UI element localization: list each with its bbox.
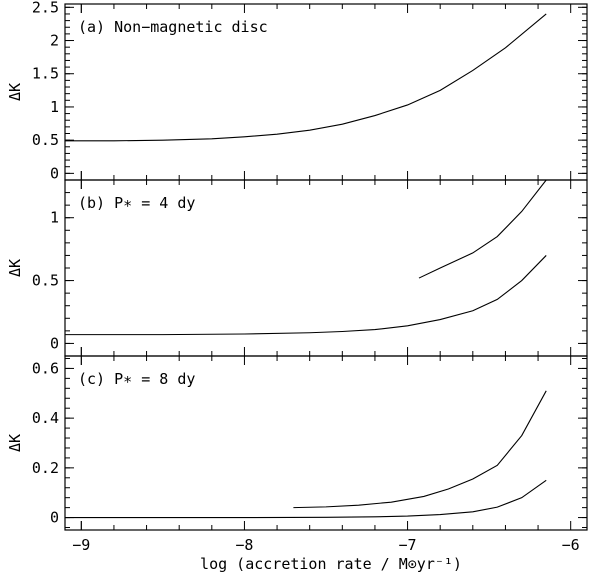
y-tick-label: 1 xyxy=(50,98,59,116)
y-tick-label: 0.4 xyxy=(32,409,59,427)
y-tick-label: 1 xyxy=(50,209,59,227)
series-line-1 xyxy=(65,13,547,142)
x-tick-label: −7 xyxy=(399,536,417,554)
x-tick-label: −6 xyxy=(562,536,580,554)
panel-label: (c) P∗ = 8 dy xyxy=(78,370,195,388)
y-axis-title: ΔK xyxy=(6,83,24,101)
y-tick-label: 0.6 xyxy=(32,359,59,377)
series-line-2 xyxy=(418,180,547,279)
panels: 0 0.5 1 1.5 2 2.5 ΔK (a) Non−magnetic disc 0 0.5 1… xyxy=(6,0,588,531)
y-tick-label: 0 xyxy=(50,334,59,352)
panel-label: (a) Non−magnetic disc xyxy=(78,18,268,36)
y-axis-title: ΔK xyxy=(6,434,24,452)
y-axis-title: ΔK xyxy=(6,259,24,277)
y-tick-label: 0 xyxy=(50,509,59,527)
x-axis-title: log (accretion rate / M⊙yr⁻¹) xyxy=(200,555,462,573)
panel-1: 0 0.5 1 1.5 2 2.5 ΔK (a) Non−magnetic disc xyxy=(6,0,588,182)
y-tick-label: 0 xyxy=(50,164,59,182)
y-tick-label: 0.5 xyxy=(32,272,59,290)
x-tick-label: −8 xyxy=(235,536,253,554)
y-tick-label: 1.5 xyxy=(32,65,59,83)
y-tick-label: 2 xyxy=(50,32,59,50)
y-tick-label: 2.5 xyxy=(32,0,59,16)
x-axis: −9 −8 −7 −6 xyxy=(72,536,579,554)
x-tick-label: −9 xyxy=(72,536,90,554)
panel-3: 0 0.2 0.4 0.6 ΔK (c) P∗ = 8 dy xyxy=(6,355,588,531)
panel-frame xyxy=(64,355,588,531)
y-tick-label: 0.5 xyxy=(32,131,59,149)
panel-label: (b) P∗ = 4 dy xyxy=(78,194,195,212)
y-tick-label: 0.2 xyxy=(32,459,59,477)
series-line-1 xyxy=(65,255,547,336)
series-line-1 xyxy=(65,479,547,519)
panel-2: 0 0.5 1 ΔK (b) P∗ = 4 dy xyxy=(6,179,588,357)
series-line-2 xyxy=(293,390,547,509)
